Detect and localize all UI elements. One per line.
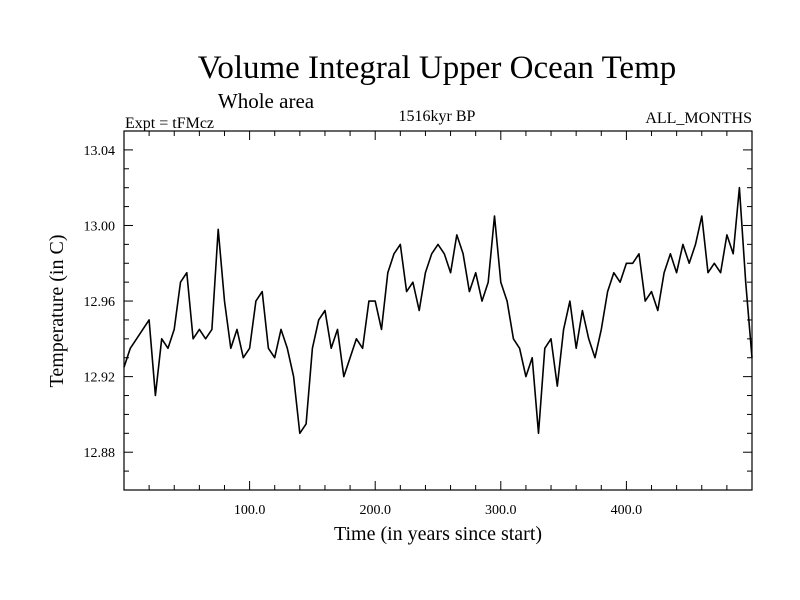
- y-tick-labels: 12.88 12.92 12.96 13.00 13.04: [84, 144, 116, 461]
- y-tick-label: 12.88: [84, 446, 116, 461]
- x-tick-label: 200.0: [359, 503, 391, 518]
- x-tick-labels: 100.0 200.0 300.0 400.0: [234, 503, 642, 518]
- y-tick-label: 12.92: [84, 371, 116, 386]
- x-axis-label: Time (in years since start): [334, 523, 542, 545]
- season-label: ALL_MONTHS: [645, 110, 752, 127]
- period-label: 1516kyr BP: [399, 108, 476, 125]
- y-axis-label: Temperature (in C): [46, 235, 68, 388]
- x-tick-label: 100.0: [234, 503, 266, 518]
- temperature-series-line: [123, 186, 753, 435]
- experiment-label: Expt = tFMcz: [125, 115, 214, 132]
- y-tick-label: 13.00: [84, 219, 116, 234]
- y-tick-label: 13.04: [84, 144, 116, 159]
- chart-title: Volume Integral Upper Ocean Temp: [198, 50, 676, 86]
- chart-subtitle: Whole area: [218, 89, 315, 113]
- x-tick-label: 300.0: [485, 503, 517, 518]
- axis-ticks: [124, 130, 752, 490]
- y-tick-label: 12.96: [84, 295, 116, 310]
- x-tick-label: 400.0: [611, 503, 643, 518]
- plot-frame: [123, 130, 753, 491]
